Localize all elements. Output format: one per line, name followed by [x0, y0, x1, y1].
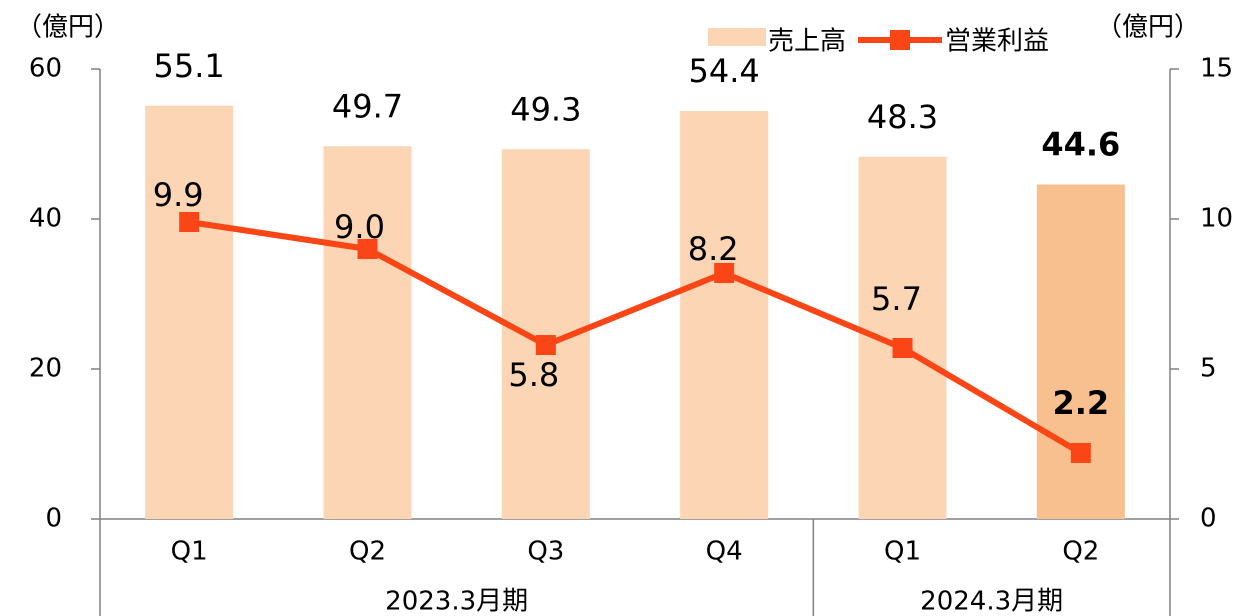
- line-value-label: 5.7: [871, 280, 922, 318]
- bar: [680, 111, 769, 519]
- y-tick-label: 60: [29, 54, 62, 84]
- x-tick-label: Q3: [527, 537, 564, 567]
- legend-label: 営業利益: [945, 27, 1049, 57]
- legend-label: 売上高: [768, 27, 846, 57]
- y-tick-label: 20: [29, 354, 62, 384]
- x-tick-label: Q4: [706, 537, 743, 567]
- group-label: 2023.3月期: [385, 587, 528, 616]
- line-value-label: 9.9: [153, 176, 204, 214]
- legend-marker: [890, 30, 910, 50]
- y2-tick-label: 0: [1200, 504, 1217, 534]
- y2-unit: （億円）: [1096, 13, 1200, 43]
- bar-value-label: 49.3: [510, 90, 581, 128]
- y2-tick-label: 5: [1200, 354, 1217, 384]
- line-marker: [179, 212, 200, 232]
- bar-value-label: 48.3: [867, 98, 938, 136]
- y2-tick-label: 10: [1200, 204, 1233, 234]
- bar: [1036, 184, 1125, 519]
- y-tick-label: 0: [45, 504, 62, 534]
- line-value-label: 8.2: [688, 230, 739, 268]
- x-tick-label: Q2: [349, 537, 386, 567]
- bar-value-label: 49.7: [332, 87, 403, 125]
- line-value-label: 9.0: [334, 208, 385, 246]
- line-marker: [1070, 443, 1091, 463]
- bar-value-label: 44.6: [1041, 126, 1120, 164]
- x-tick-label: Q2: [1062, 537, 1099, 567]
- line-marker: [357, 239, 378, 259]
- line-marker: [892, 338, 913, 358]
- x-tick-label: Q1: [884, 537, 921, 567]
- y2-tick-label: 15: [1200, 54, 1233, 84]
- y-tick-label: 40: [29, 204, 62, 234]
- group-label: 2024.3月期: [920, 587, 1063, 616]
- line-value-label: 2.2: [1052, 384, 1109, 422]
- bar-value-label: 55.1: [154, 47, 225, 85]
- line-marker: [535, 335, 556, 355]
- x-tick-label: Q1: [171, 537, 208, 567]
- line-marker: [714, 263, 735, 283]
- bar-value-label: 54.4: [689, 52, 760, 90]
- y-unit: （億円）: [16, 13, 120, 43]
- legend-swatch: [708, 28, 766, 46]
- line: [188, 219, 1083, 456]
- bar: [145, 105, 234, 519]
- line-value-label: 5.8: [508, 356, 559, 394]
- bar: [323, 146, 412, 519]
